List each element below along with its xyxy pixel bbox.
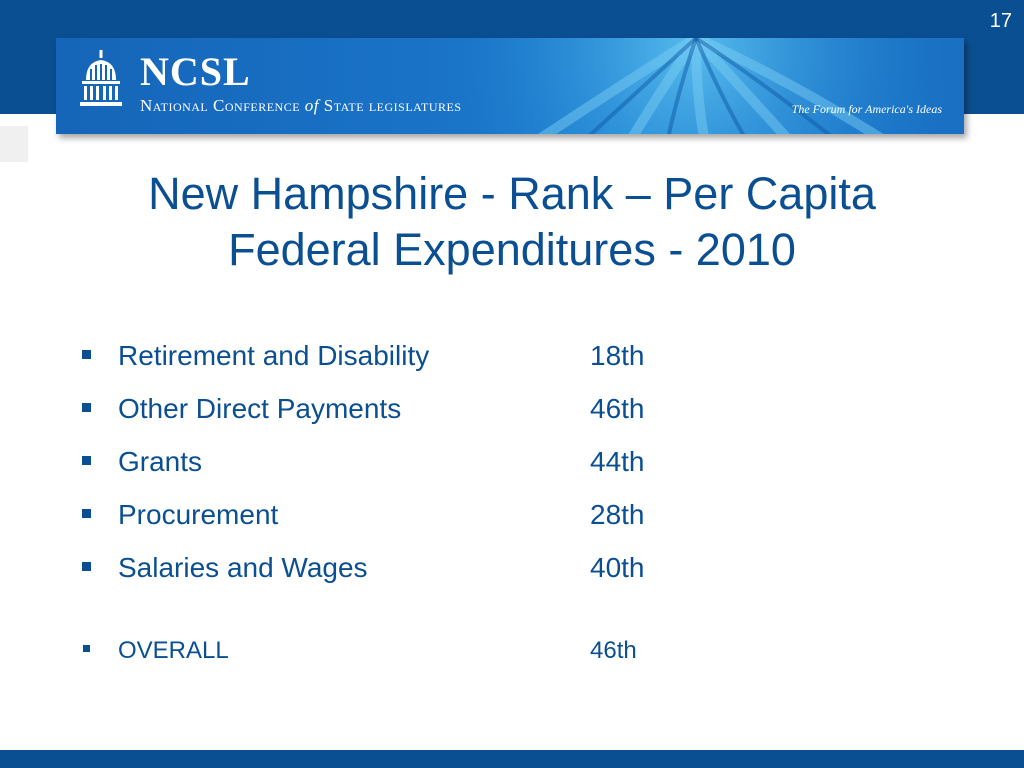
overall-value: 46th [590, 637, 637, 664]
ranking-value: 46th [590, 393, 645, 424]
banner-dome-art [436, 38, 964, 134]
ranking-label: Salaries and Wages [118, 552, 368, 583]
ncsl-banner: NCSL National Conference of State legisl… [56, 38, 964, 134]
square-bullet-icon [82, 456, 91, 465]
slide-title: New Hampshire - Rank – Per Capita Federa… [40, 166, 984, 278]
ranking-label: Procurement [118, 499, 279, 530]
bottom-bar [0, 750, 1024, 768]
ncsl-tagline: The Forum for America's Ideas [791, 102, 942, 116]
ranking-value: 40th [590, 552, 645, 583]
ncsl-logo-title: NCSL [140, 49, 251, 94]
ranking-label: Grants [118, 446, 203, 477]
slide-number: 17 [989, 10, 1012, 32]
ranking-value: 44th [590, 446, 645, 477]
square-bullet-icon [82, 350, 91, 359]
square-bullet-icon [82, 509, 91, 518]
subtitle-part1: National Conference [140, 96, 301, 115]
capitol-dome-icon [80, 50, 122, 106]
ranking-value: 28th [590, 499, 645, 530]
ranking-label: Retirement and Disability [118, 340, 430, 371]
title-line-2: Federal Expenditures - 2010 [228, 224, 796, 275]
square-bullet-icon [82, 562, 91, 571]
ncsl-logo-subtitle: National Conference of State legislature… [140, 96, 462, 116]
side-tab [0, 126, 28, 162]
ranking-value: 18th [590, 340, 645, 371]
title-line-1: New Hampshire - Rank – Per Capita [148, 168, 876, 219]
square-bullet-icon [82, 403, 91, 412]
subtitle-part2: State legislatures [323, 96, 462, 115]
subtitle-of: of [304, 96, 320, 115]
square-bullet-icon [83, 645, 90, 652]
ranking-label: Other Direct Payments [118, 393, 402, 424]
overall-label: OVERALL [118, 637, 229, 664]
